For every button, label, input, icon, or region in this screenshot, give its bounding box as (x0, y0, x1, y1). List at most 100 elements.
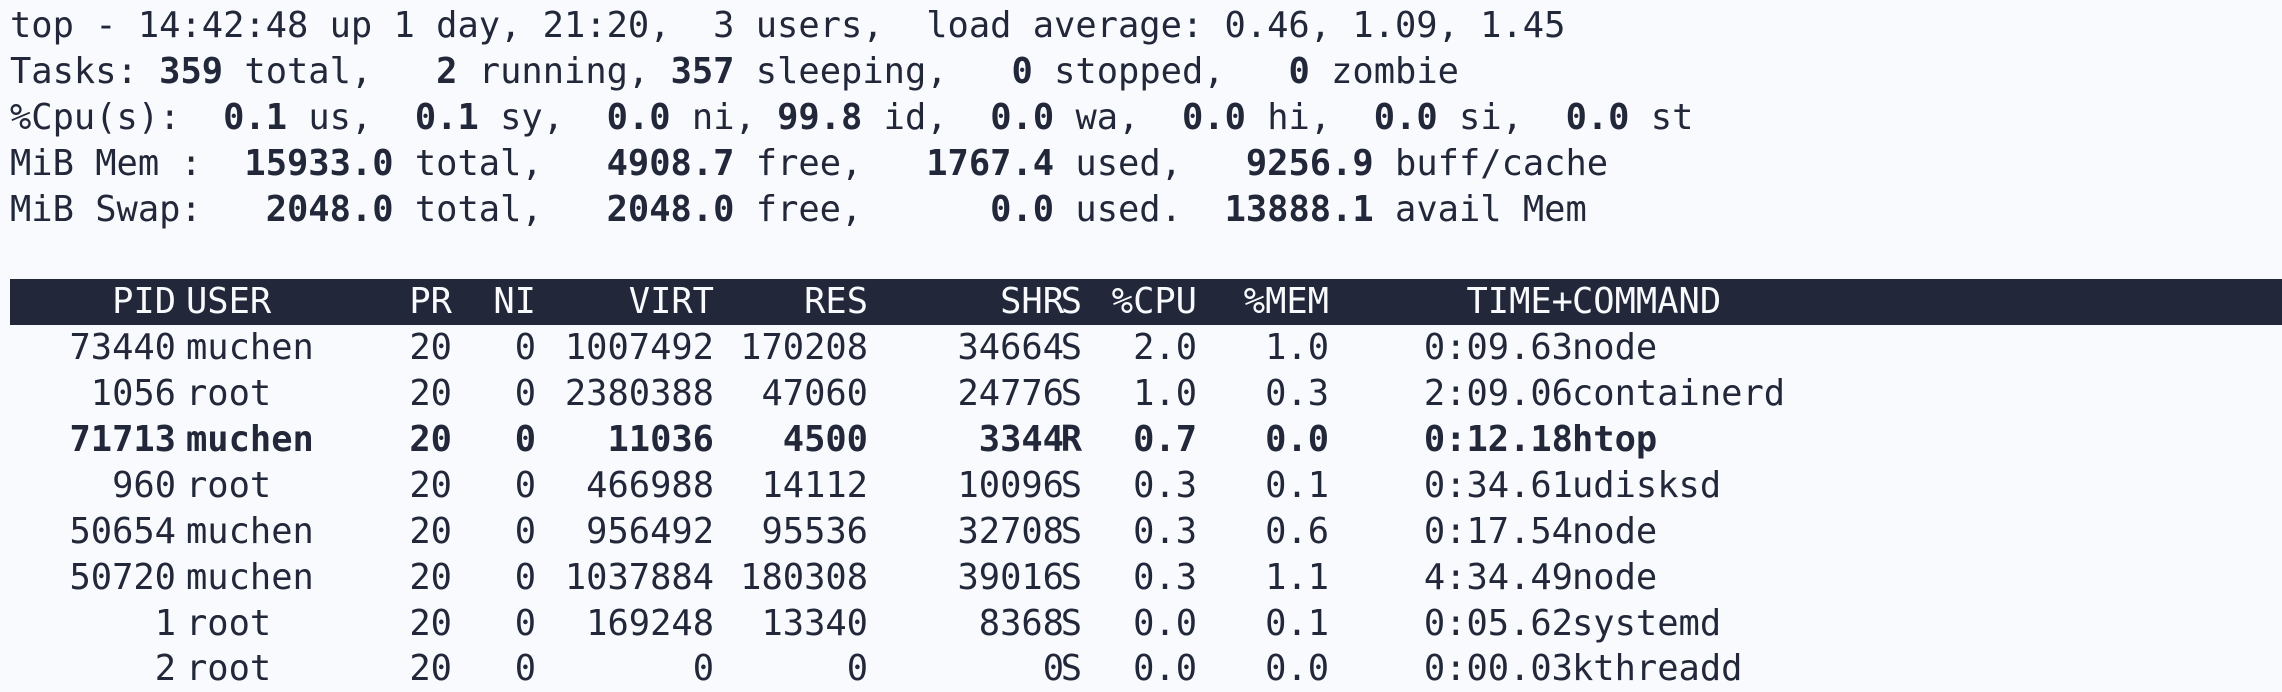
cell-state: S (1060, 373, 1082, 414)
cell-cpu: 1.0 (1133, 373, 1197, 414)
cell-virt: 1007492 (564, 327, 714, 368)
header-time[interactable]: TIME+ (1466, 281, 1573, 322)
swap-line: MiB Swap: 2048.0 total, 2048.0 free, 0.0… (10, 187, 1587, 233)
cpu-si: 0.0 (1373, 97, 1438, 138)
cell-mem: 1.1 (1265, 557, 1329, 598)
table-row[interactable]: 1 root 20 0 169248 13340 8368 S 0.0 0.1 … (0, 601, 2282, 647)
cell-cpu: 0.3 (1133, 557, 1197, 598)
cell-state: S (1060, 648, 1082, 689)
cell-mem: 0.0 (1265, 648, 1329, 689)
tasks-label: Tasks: (10, 51, 138, 92)
cell-virt: 466988 (586, 465, 714, 506)
swap-total-label: total, (414, 189, 543, 230)
tasks-running: 2 (436, 51, 458, 92)
cpu-st-label: st (1650, 97, 1694, 138)
tasks-sleeping: 357 (670, 51, 735, 92)
cell-shr: 3344 (978, 419, 1064, 460)
cell-res: 13340 (761, 603, 868, 644)
header-cpu[interactable]: %CPU (1111, 281, 1197, 322)
cpu-ni: 0.0 (606, 97, 671, 138)
cell-ni: 0 (514, 511, 536, 552)
table-row[interactable]: 50654 muchen 20 0 956492 95536 32708 S 0… (0, 509, 2282, 555)
cell-pid: 1 (154, 603, 176, 644)
tasks-zombie: 0 (1288, 51, 1310, 92)
table-row[interactable]: 2 root 20 0 0 0 0 S 0.0 0.0 0:00.03 kthr… (0, 646, 2282, 692)
header-pid[interactable]: PID (112, 281, 176, 322)
cell-pr: 20 (409, 648, 452, 689)
header-ni[interactable]: NI (493, 281, 536, 322)
header-mem[interactable]: %MEM (1243, 281, 1329, 322)
cpu-si-label: si, (1459, 97, 1523, 138)
header-user[interactable]: USER (186, 281, 272, 322)
cell-pr: 20 (409, 603, 452, 644)
cell-mem: 1.0 (1265, 327, 1329, 368)
cpu-label: %Cpu(s): (10, 97, 181, 138)
cell-shr: 32708 (957, 511, 1064, 552)
cell-ni: 0 (514, 465, 536, 506)
cell-time: 0:00.03 (1423, 648, 1573, 689)
table-row-highlighted[interactable]: 71713 muchen 20 0 11036 4500 3344 R 0.7 … (0, 417, 2282, 463)
cell-time: 4:34.49 (1423, 557, 1573, 598)
cell-state: S (1060, 465, 1082, 506)
cell-time: 0:17.54 (1423, 511, 1573, 552)
uptime-line: top - 14:42:48 up 1 day, 21:20, 3 users,… (10, 3, 1565, 49)
header-res[interactable]: RES (804, 281, 868, 322)
cell-command: node (1572, 511, 1658, 552)
cell-res: 14112 (761, 465, 868, 506)
cell-time: 2:09.06 (1423, 373, 1573, 414)
cell-user: root (186, 603, 272, 644)
cell-pid: 960 (112, 465, 176, 506)
table-row[interactable]: 50720 muchen 20 0 1037884 180308 39016 S… (0, 555, 2282, 601)
cell-res: 170208 (740, 327, 868, 368)
cell-cpu: 2.0 (1133, 327, 1197, 368)
cell-pr: 20 (409, 511, 452, 552)
cell-command: htop (1572, 419, 1658, 460)
table-row[interactable]: 1056 root 20 0 2380388 47060 24776 S 1.0… (0, 371, 2282, 417)
cell-res: 47060 (761, 373, 868, 414)
uptime-text: top - 14:42:48 up 1 day, 21:20, 3 users,… (10, 5, 1566, 46)
header-state[interactable]: S (1060, 281, 1082, 322)
cpu-id: 99.8 (777, 97, 863, 138)
cell-pr: 20 (409, 465, 452, 506)
cpu-id-label: id, (883, 97, 948, 138)
cell-shr: 39016 (957, 557, 1064, 598)
tasks-stopped-label: stopped, (1054, 51, 1225, 92)
cell-user: muchen (186, 511, 314, 552)
mem-used: 1767.4 (926, 143, 1055, 184)
cell-pr: 20 (409, 557, 452, 598)
table-row[interactable]: 960 root 20 0 466988 14112 10096 S 0.3 0… (0, 463, 2282, 509)
cell-state: R (1060, 419, 1082, 460)
cell-command: containerd (1572, 373, 1786, 414)
cell-state: S (1060, 557, 1082, 598)
cell-pid: 2 (154, 648, 176, 689)
header-virt[interactable]: VIRT (628, 281, 714, 322)
table-row[interactable]: 73440 muchen 20 0 1007492 170208 34664 S… (0, 325, 2282, 371)
cell-command: systemd (1572, 603, 1722, 644)
cell-user: muchen (186, 327, 314, 368)
cell-cpu: 0.0 (1133, 603, 1197, 644)
header-command[interactable]: COMMAND (1572, 281, 1722, 322)
tasks-sleeping-label: sleeping, (755, 51, 948, 92)
cell-time: 0:05.62 (1423, 603, 1573, 644)
cell-command: node (1572, 327, 1658, 368)
cell-pr: 20 (409, 419, 452, 460)
header-shr[interactable]: SHR (1000, 281, 1064, 322)
header-pr[interactable]: PR (409, 281, 452, 322)
cell-state: S (1060, 511, 1082, 552)
cell-res: 0 (846, 648, 868, 689)
cell-pid: 50654 (69, 511, 176, 552)
cell-virt: 0 (692, 648, 714, 689)
swap-free: 2048.0 (606, 189, 735, 230)
tasks-total-label: total, (244, 51, 373, 92)
cell-command: kthreadd (1572, 648, 1743, 689)
cell-shr: 34664 (957, 327, 1064, 368)
cpu-hi: 0.0 (1182, 97, 1246, 138)
cell-virt: 11036 (607, 419, 714, 460)
cell-time: 0:34.61 (1423, 465, 1573, 506)
swap-free-label: free, (755, 189, 863, 230)
cell-time: 0:12.18 (1423, 419, 1573, 460)
cell-user: root (186, 465, 272, 506)
mem-free: 4908.7 (606, 143, 735, 184)
swap-avail-mem: 13888.1 (1224, 189, 1374, 230)
